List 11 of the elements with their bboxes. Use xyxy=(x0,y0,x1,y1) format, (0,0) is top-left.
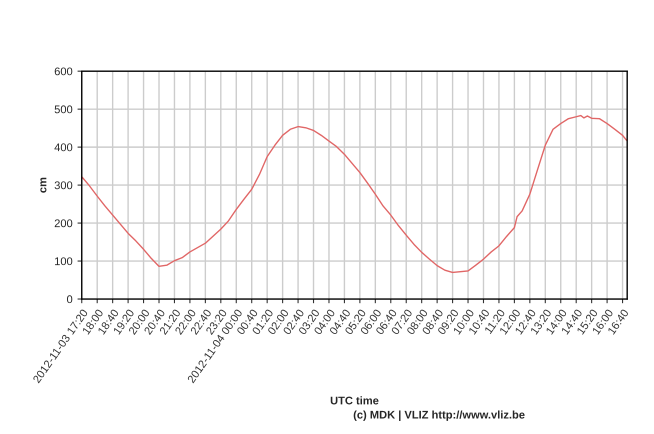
y-tick-label: 300 xyxy=(54,181,72,190)
y-tick-label: 500 xyxy=(54,105,72,114)
text: (c) MDK | VLIZ http://www.vliz.be xyxy=(354,410,525,421)
y-tick-label: 100 xyxy=(55,257,72,266)
y-tick-label: 600 xyxy=(54,67,72,76)
y-tick-label: 0 xyxy=(66,295,72,304)
line-series xyxy=(82,114,628,274)
x-axis-title: UTC time xyxy=(330,396,378,404)
y-tick-label: 400 xyxy=(54,143,72,152)
y-axis-title: cm xyxy=(40,178,46,193)
y-tick-label: 200 xyxy=(54,219,72,228)
